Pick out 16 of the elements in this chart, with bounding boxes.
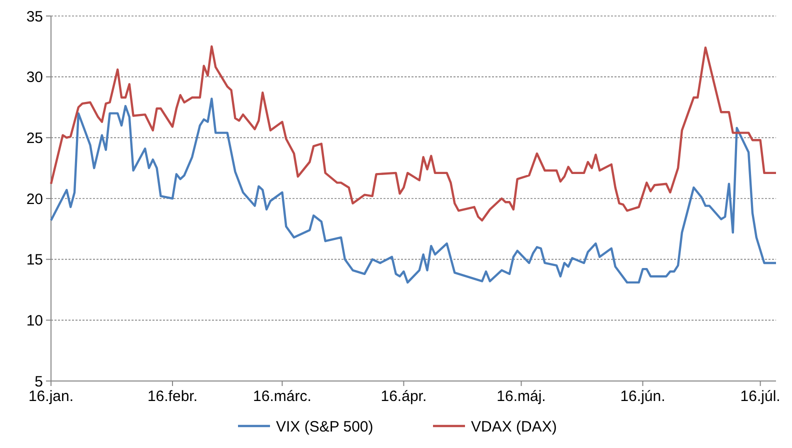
y-tick-label: 5: [34, 373, 43, 390]
y-tick-label: 20: [26, 190, 43, 208]
x-tick-label: 16.márc.: [253, 388, 312, 405]
x-tick-label: 16.jan.: [28, 388, 74, 405]
legend-label: VIX (S&P 500): [276, 418, 374, 436]
x-tick-label: 16.febr.: [147, 388, 198, 405]
x-tick-label: 16.júl.: [740, 388, 780, 405]
y-tick-label: 25: [26, 130, 43, 147]
x-tick-label: 16.máj.: [496, 388, 546, 405]
y-tick-label: 30: [26, 69, 43, 86]
x-tick-label: 16.jún.: [620, 388, 666, 405]
y-tick-label: 35: [26, 8, 43, 26]
x-tick-label: 16.ápr.: [380, 388, 427, 405]
legend-label: VDAX (DAX): [471, 418, 557, 436]
y-tick-label: 10: [26, 312, 43, 330]
y-tick-label: 15: [26, 252, 43, 269]
